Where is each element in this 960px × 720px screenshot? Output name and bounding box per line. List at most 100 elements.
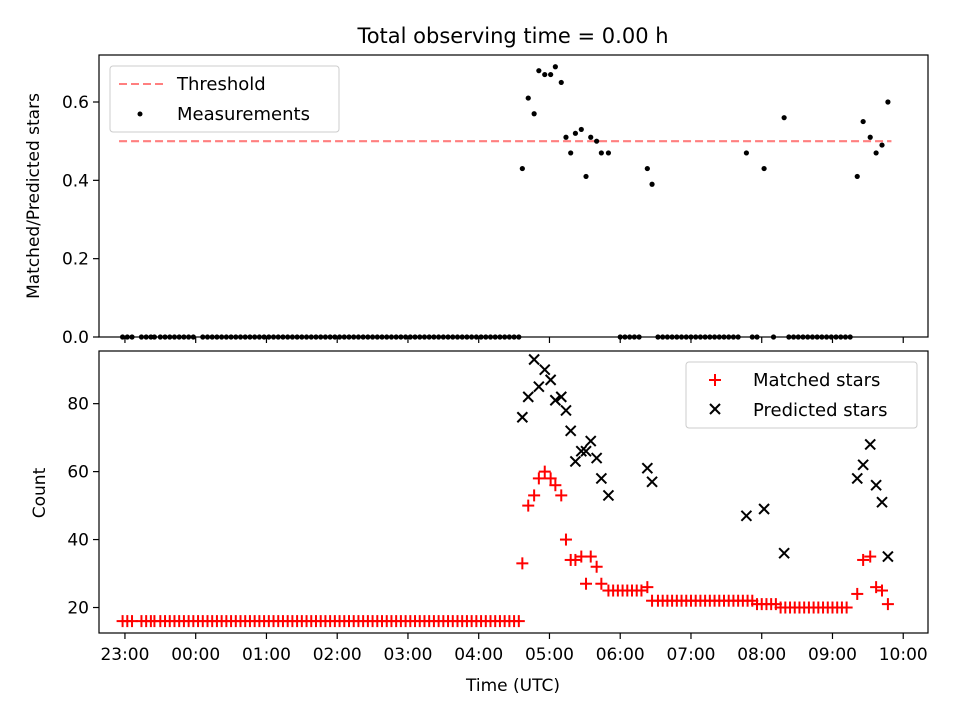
matched-point [516,557,529,570]
top-legend-box [109,65,340,133]
matched-point [595,577,608,590]
legend-measurements-swatch [137,111,143,117]
bottom-marks [116,353,894,628]
measurement-point [644,165,650,172]
matched-point [538,465,551,478]
predicted-point [857,459,869,471]
measurement-point [761,165,767,172]
predicted-point [560,404,572,417]
bottom-x-axis: 23:00 00:00 01:00 02:00 03:00 04:00 05:00 06:00… [100,633,928,665]
measurement-point [542,71,548,78]
matched-point [512,615,525,628]
matched-point [555,489,568,502]
y-tick-label: 0.6 [62,93,89,113]
bottom-panel: 20 40 60 80 23:00 00:00 01:00 02:00 03:00 04:00 0… [30,350,929,696]
measurement-point [583,173,589,180]
measurement-point [649,181,655,187]
predicted-point [549,394,562,406]
measurement-point [536,68,542,74]
legend-predicted-label: Predicted stars [753,400,887,421]
x-tick-label: 01:00 [242,645,291,665]
predicted-point [882,550,894,563]
predicted-point [533,380,545,393]
bottom-legend: Matched stars Predicted stars [685,361,918,429]
predicted-point [544,374,557,386]
measurement-point [605,150,612,156]
measurement-point [588,134,594,140]
predicted-point [778,547,790,559]
matched-point [528,489,541,502]
y-tick-label: 0.2 [62,250,89,270]
predicted-point [740,510,753,522]
predicted-point [595,472,608,485]
predicted-point [522,391,534,403]
predicted-point [555,391,567,403]
matched-point [544,472,557,485]
measurement-point [531,111,537,117]
y-tick-label: 20 [67,599,89,619]
predicted-point [641,462,654,474]
matched-point [522,499,535,512]
top-panel: 0.0 0.2 0.4 0.6 Matched/Predicted stars Thr… [24,54,929,348]
predicted-point [539,363,551,376]
x-tick-label: 07:00 [666,645,715,665]
predicted-point [864,438,876,451]
predicted-point [758,503,770,515]
measurement-point [598,150,604,156]
matched-point [590,560,603,573]
bottom-y-label: Count [30,467,50,518]
predicted-point [602,489,615,502]
top-x-axis [124,337,904,343]
measurement-point [885,99,891,105]
matched-point [851,587,864,600]
predicted-point [590,452,603,464]
predicted-point [870,479,882,491]
matched-point [584,550,597,563]
predicted-point [575,445,588,457]
measurement-point [578,126,584,133]
top-marks [119,64,892,340]
x-tick-label: 06:00 [596,645,645,665]
measurement-point [548,71,554,78]
predicted-point [646,476,658,488]
matched-point [876,584,889,597]
matched-point [864,550,877,563]
measurement-point [879,142,885,148]
predicted-point [516,411,529,423]
predicted-point [580,445,592,457]
measurement-point [860,118,866,125]
measurement-point [572,130,579,136]
top-plot-frame [98,54,929,338]
x-tick-label: 02:00 [313,645,362,665]
x-tick-label: 10:00 [879,645,928,665]
top-legend: Threshold Measurements [109,65,340,133]
top-y-label: Matched/Predicted stars [24,93,44,299]
bottom-plot-frame [98,350,929,634]
x-tick-label: 09:00 [808,645,857,665]
legend-measurements-label: Measurements [177,104,310,125]
legend-threshold-label: Threshold [176,74,266,95]
measurement-point [743,150,749,156]
predicted-point [851,472,863,485]
matched-point [549,479,562,492]
predicted-point [585,435,597,447]
matched-point [580,577,593,590]
measurement-point [568,150,574,156]
measurement-point [563,134,569,140]
legend-matched-label: Matched stars [753,370,880,391]
measurement-point [519,165,525,172]
legend-matched-swatch [709,374,721,386]
x-tick-label: 04:00 [454,645,503,665]
bottom-y-axis: 20 40 60 80 [67,395,99,619]
y-tick-label: 0.4 [62,171,89,191]
x-axis-label: Time (UTC) [465,676,560,696]
measurement-point [594,138,600,144]
y-tick-label: 80 [67,395,89,415]
predicted-point [876,496,888,508]
x-tick-label: 08:00 [737,645,786,665]
measurement-point [867,134,873,140]
matched-point [641,581,654,594]
bottom-legend-box [685,361,918,429]
x-tick-label: 23:00 [100,645,149,665]
